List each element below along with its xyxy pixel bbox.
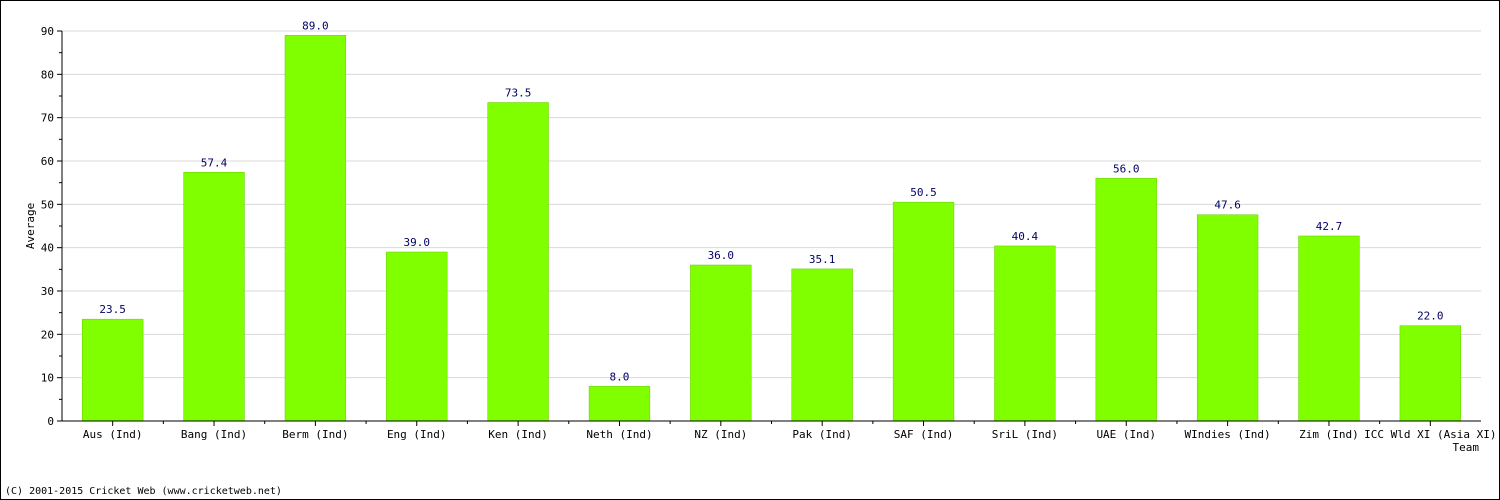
bar-8 xyxy=(892,201,955,422)
x-tick-label-13: ICC Wld XI (Asia XI) xyxy=(1364,428,1496,441)
bar-1 xyxy=(183,172,245,422)
bar-2 xyxy=(284,35,347,422)
bar-0 xyxy=(82,318,144,422)
bars: 23.5 57.4 89.0 39.0 73.5 8.0 36.0 35.1 50.5 40.4 5… xyxy=(82,19,1461,422)
data-label-11: 47.6 xyxy=(1214,199,1241,212)
x-tick-label-8: SAF (Ind) xyxy=(894,428,954,441)
data-label-6: 36.0 xyxy=(708,249,735,262)
x-tick-label-9: SriL (Ind) xyxy=(992,428,1058,441)
data-label-9: 40.4 xyxy=(1012,230,1039,243)
bar-3 xyxy=(386,251,448,422)
y-tick-label-8: 80 xyxy=(41,68,54,81)
y-tick-label-2: 20 xyxy=(41,328,54,341)
bar-4 xyxy=(487,102,549,422)
x-tick-label-1: Bang (Ind) xyxy=(181,428,247,441)
bar-12 xyxy=(1298,235,1360,422)
bar-13 xyxy=(1399,325,1461,422)
data-label-12: 42.7 xyxy=(1316,220,1343,233)
x-tick-label-10: UAE (Ind) xyxy=(1096,428,1156,441)
y-tick-label-5: 50 xyxy=(41,198,54,211)
data-label-3: 39.0 xyxy=(404,236,431,249)
x-tick-label-2: Berm (Ind) xyxy=(282,428,348,441)
bar-10 xyxy=(1095,178,1157,422)
data-label-2: 89.0 xyxy=(302,19,329,32)
y-axis-label: Average xyxy=(24,203,37,249)
y-tick-label-6: 60 xyxy=(41,155,54,168)
data-label-7: 35.1 xyxy=(809,253,836,266)
data-label-10: 56.0 xyxy=(1113,162,1140,175)
grid-lines xyxy=(62,30,1481,379)
bar-6 xyxy=(690,264,752,422)
data-label-1: 57.4 xyxy=(201,156,228,169)
x-tick-label-6: NZ (Ind) xyxy=(694,428,747,441)
y-tick-label-9: 90 xyxy=(41,25,54,38)
y-tick-label-0: 0 xyxy=(47,415,54,428)
data-label-0: 23.5 xyxy=(99,303,126,316)
x-tick-label-4: Ken (Ind) xyxy=(488,428,548,441)
bar-11 xyxy=(1196,214,1259,422)
data-label-4: 73.5 xyxy=(505,87,532,100)
x-tick-label-11: WIndies (Ind) xyxy=(1185,428,1271,441)
bar-7 xyxy=(791,268,853,422)
copyright-notice: (C) 2001-2015 Cricket Web (www.cricketwe… xyxy=(5,486,282,497)
y-tick-label-1: 10 xyxy=(41,372,54,385)
bar-9 xyxy=(994,245,1056,422)
y-tick-label-4: 40 xyxy=(41,242,54,255)
x-tick-label-7: Pak (Ind) xyxy=(792,428,852,441)
data-label-5: 8.0 xyxy=(610,370,630,383)
x-tick-label-0: Aus (Ind) xyxy=(83,428,143,441)
y-tick-label-7: 70 xyxy=(41,112,54,125)
data-label-8: 50.5 xyxy=(910,186,937,199)
x-tick-label-3: Eng (Ind) xyxy=(387,428,447,441)
x-tick-label-5: Neth (Ind) xyxy=(586,428,652,441)
y-tick-label-3: 30 xyxy=(41,285,54,298)
bar-5 xyxy=(588,386,651,422)
x-tick-label-12: Zim (Ind) xyxy=(1299,428,1359,441)
axes: 0 10 20 30 40 50 60 70 80 90 Aus (Ind) Bang (Ind) Be… xyxy=(41,25,1497,441)
data-label-13: 22.0 xyxy=(1417,310,1444,323)
x-axis-label: Team xyxy=(1453,441,1480,454)
